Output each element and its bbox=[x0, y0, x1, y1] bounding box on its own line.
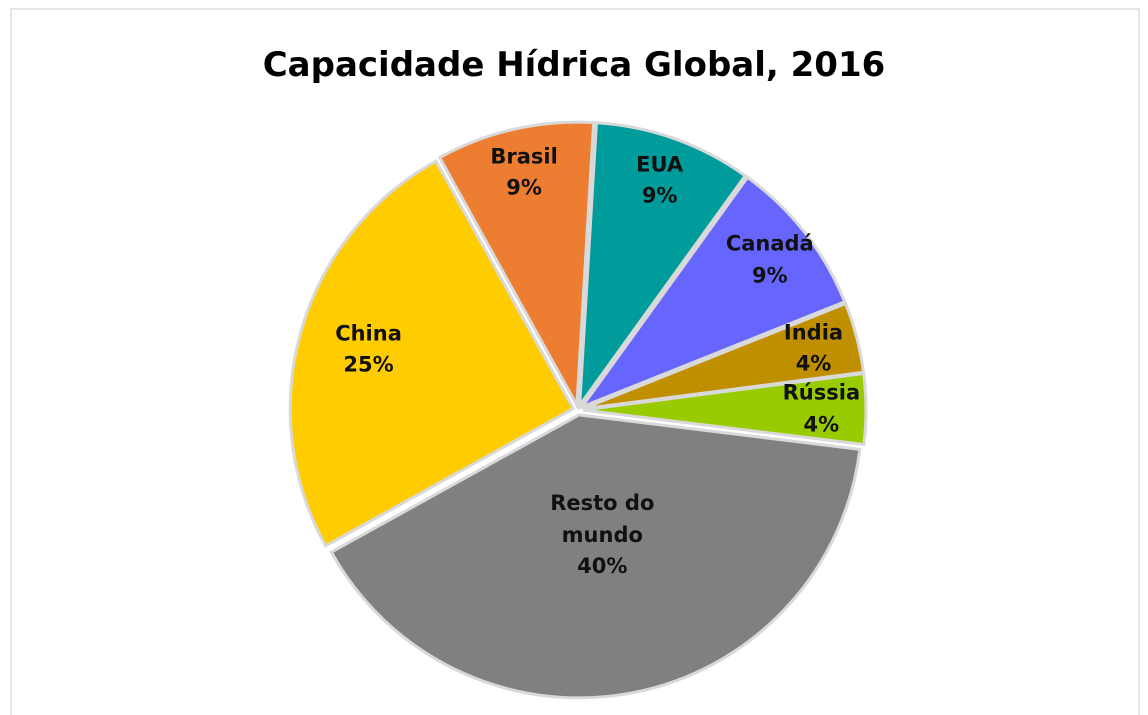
pie-slice bbox=[582, 371, 868, 447]
data-label: India 4% bbox=[749, 317, 879, 380]
pie-slice bbox=[329, 413, 862, 700]
slice-name: China bbox=[335, 321, 402, 346]
slice-value: 4% bbox=[795, 351, 832, 376]
slice-value: 9% bbox=[641, 183, 678, 208]
slice-value: 9% bbox=[506, 175, 542, 200]
chart-frame bbox=[10, 8, 1140, 715]
data-label: Rússia 4% bbox=[756, 378, 886, 441]
data-label: Brasil 9% bbox=[459, 141, 589, 204]
data-label: China 25% bbox=[304, 318, 434, 381]
slice-value: 40% bbox=[577, 553, 628, 578]
data-label: EUA 9% bbox=[595, 149, 725, 212]
slice-name: Rússia bbox=[782, 380, 861, 405]
chart-title: Capacidade Hídrica Global, 2016 bbox=[262, 45, 886, 85]
slice-name: Resto do mundo bbox=[550, 490, 655, 547]
slice-value: 4% bbox=[803, 412, 840, 437]
slice-name: India bbox=[783, 320, 844, 345]
pie-slice bbox=[288, 159, 576, 548]
data-label: Canadá 9% bbox=[705, 229, 835, 292]
slice-name: Brasil bbox=[490, 144, 558, 169]
slice-value: 9% bbox=[751, 263, 788, 288]
pie-slice bbox=[437, 120, 596, 411]
pie-slice bbox=[577, 121, 748, 411]
pie-slice bbox=[577, 175, 847, 411]
slice-value: 25% bbox=[343, 352, 394, 377]
slice-name: EUA bbox=[636, 152, 684, 177]
data-label: Resto do mundo 40% bbox=[537, 488, 667, 583]
slice-name: Canadá bbox=[725, 231, 814, 256]
